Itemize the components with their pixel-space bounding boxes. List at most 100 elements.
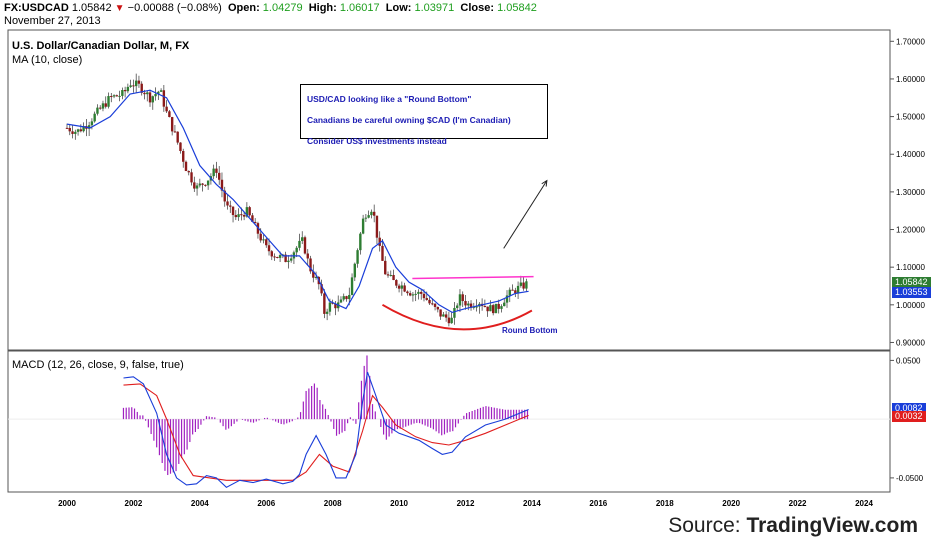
- candle-body: [148, 92, 152, 103]
- candle-body: [226, 201, 229, 206]
- x-tick-label: 2022: [789, 499, 807, 508]
- candle-body: [220, 179, 224, 191]
- candle-body: [503, 302, 506, 307]
- candle-body: [298, 240, 301, 248]
- candle-body: [422, 293, 426, 299]
- candle-body: [212, 168, 215, 177]
- candle-body: [278, 255, 282, 258]
- candle-body: [165, 106, 168, 112]
- candle-body: [417, 291, 420, 294]
- resistance-line: [412, 275, 534, 280]
- candle-body: [99, 107, 102, 109]
- candle-body: [384, 260, 387, 275]
- candle-body: [68, 127, 71, 132]
- x-tick-label: 2014: [523, 499, 541, 508]
- close-value: 1.05842: [497, 2, 537, 14]
- candle-body: [425, 298, 428, 300]
- low-label: Low:: [385, 2, 412, 14]
- candle-body: [273, 256, 276, 258]
- candle-body: [334, 303, 337, 309]
- candle-body: [348, 294, 351, 300]
- candle-body: [356, 250, 359, 264]
- candle-body: [444, 314, 448, 318]
- candle-body: [386, 274, 390, 276]
- candle-body: [190, 172, 193, 183]
- candle-body: [325, 311, 329, 314]
- source-name: TradingView.com: [746, 514, 918, 537]
- candle-body: [231, 206, 235, 216]
- candle-body: [525, 281, 528, 289]
- candle-body: [71, 131, 74, 134]
- source-credit: Source: TradingView.com: [668, 514, 918, 538]
- candle-body: [146, 92, 149, 95]
- candle-body: [420, 291, 423, 294]
- candle-body: [193, 182, 196, 189]
- price-tick-label: 1.70000: [896, 37, 925, 46]
- candle-body: [301, 237, 304, 241]
- price-tick-label: 1.40000: [896, 150, 925, 159]
- candle-body: [370, 211, 373, 216]
- x-tick-label: 2002: [125, 499, 143, 508]
- candle-body: [201, 183, 204, 185]
- annotation-note: USD/CAD looking like a "Round Bottom" Ca…: [300, 84, 548, 146]
- price-tick-label: 1.30000: [896, 188, 925, 197]
- macd-series: [8, 355, 890, 488]
- candle-body: [245, 207, 249, 217]
- macd-tick-label: -0.0500: [896, 474, 924, 483]
- candle-body: [82, 126, 85, 132]
- x-tick-label: 2018: [656, 499, 674, 508]
- candle-body: [339, 299, 343, 303]
- candle-body: [237, 214, 240, 218]
- candle-body: [309, 258, 312, 272]
- candle-body: [270, 251, 273, 257]
- candle-body: [314, 276, 318, 278]
- price-pane-frame: [7, 29, 891, 351]
- candle-body: [359, 233, 362, 251]
- candle-body: [519, 282, 523, 286]
- candle-body: [170, 117, 174, 132]
- down-arrow-icon: ▼: [114, 3, 125, 14]
- candle-body: [126, 86, 130, 92]
- candle-body: [87, 125, 91, 129]
- candle-body: [461, 294, 464, 302]
- note-line-2: Canadians be careful owning $CAD (I'm Ca…: [307, 115, 511, 125]
- symbol-name: FX:USDCAD: [4, 2, 69, 14]
- candle-body: [433, 303, 437, 307]
- candle-body: [265, 239, 268, 246]
- candle-body: [204, 184, 207, 186]
- candle-body: [345, 296, 348, 300]
- candle-body: [455, 305, 459, 308]
- candle-body: [439, 309, 442, 317]
- last-price: 1.05842: [71, 2, 112, 14]
- candle-body: [65, 127, 69, 129]
- candle-body: [287, 260, 290, 263]
- candle-body: [428, 299, 431, 304]
- candle-body: [173, 131, 177, 133]
- last-price-tag: 1.05842: [892, 277, 931, 288]
- candle-body: [93, 113, 96, 122]
- high-label: High:: [308, 2, 337, 14]
- candle-body: [312, 271, 315, 278]
- candle-body: [115, 95, 119, 97]
- x-tick-label: 2020: [722, 499, 740, 508]
- candle-body: [303, 237, 307, 254]
- signal-line: [123, 383, 529, 481]
- price-tick-label: 1.00000: [896, 301, 925, 310]
- x-tick-label: 2000: [58, 499, 76, 508]
- candle-body: [248, 207, 251, 216]
- candle-body: [267, 245, 271, 252]
- candle-body: [392, 274, 395, 281]
- candle-body: [76, 129, 80, 132]
- candle-body: [453, 307, 456, 318]
- candle-body: [442, 314, 445, 317]
- price-pane-title: U.S. Dollar/Canadian Dollar, M, FX: [12, 40, 190, 52]
- open-value: 1.04279: [262, 2, 303, 14]
- candle-body: [508, 289, 511, 296]
- open-label: Open:: [227, 2, 260, 14]
- x-tick-label: 2012: [457, 499, 475, 508]
- candle-body: [464, 301, 467, 306]
- candle-body: [411, 294, 415, 296]
- macd-value-tag: 0.0082: [892, 403, 926, 414]
- candle-body: [184, 161, 188, 172]
